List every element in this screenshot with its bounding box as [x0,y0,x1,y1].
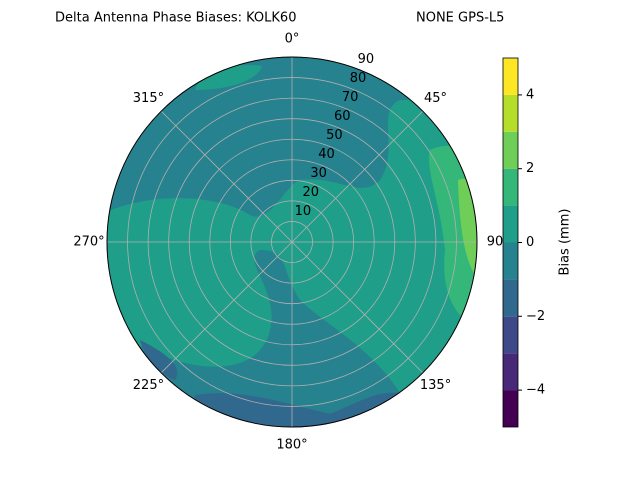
grid-spoke [160,110,293,243]
contour-region [140,340,178,380]
grid-spoke [291,241,424,374]
r-tick-label: 50 [326,128,343,143]
colorbar-tick-label: 2 [526,161,534,176]
chart-title: Delta Antenna Phase Biases: KOLK60 [55,11,296,26]
theta-tick-label: 225° [133,378,164,393]
r-tick-label: 40 [318,147,335,162]
axes: 10 20 30 40 50 60 70 80 90 0° 45° 90 135° 180° 225° 270… [73,32,503,453]
colorbar-tick-label: −4 [526,383,545,398]
r-tick-label: 90 [358,52,375,67]
contour-region [107,100,477,427]
theta-tick-label: 135° [420,378,451,393]
r-tick-label: 80 [350,71,367,86]
theta-tick-label: 270° [73,235,104,250]
contour-region [195,65,262,90]
colorbar-tick-label: 0 [526,235,534,250]
theta-tick-label: 315° [133,91,164,106]
polar-frame [106,56,478,428]
colorbar-band [503,353,518,391]
colorbar-band [503,58,518,95]
colorbar-band [503,279,518,317]
r-tick-label: 60 [334,109,351,124]
colorbar-band [503,94,518,132]
colorbar-label: Bias (mm) [558,209,573,276]
r-tick-label: 20 [303,185,320,200]
colorbar-band [503,242,518,280]
colorbar-band [503,168,518,206]
colorbar-band [503,131,518,169]
contour-region [185,392,405,427]
r-tick-label: 70 [342,90,359,105]
grid-spoke [160,241,293,374]
theta-tick-label: 0° [285,32,300,47]
colorbar-band [503,390,518,427]
r-tick-label: 10 [295,204,312,219]
theta-tick-label: 45° [424,91,447,106]
theta-tick-label: 180° [276,438,307,453]
colorbar-band [503,205,518,243]
r-tick-label: 30 [310,166,327,181]
chart-subtitle: NONE GPS-L5 [416,11,504,26]
colorbar-tick-label: −2 [526,309,545,324]
grid-spoke [291,110,424,243]
colorbar-tick-label: 4 [526,87,534,102]
colorbar-band [503,316,518,354]
theta-tick-label: 90 [487,235,504,250]
